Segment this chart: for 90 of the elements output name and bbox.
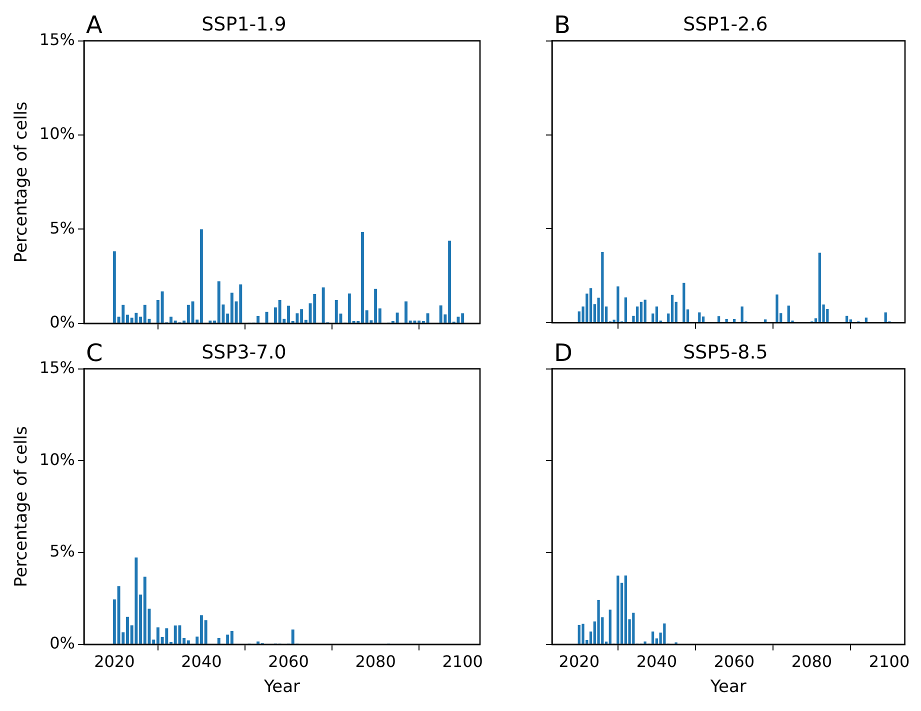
x-tick-label: 2060 <box>268 652 309 672</box>
bar <box>296 313 299 323</box>
bar <box>776 294 778 322</box>
bar <box>651 632 654 644</box>
bar <box>597 600 600 644</box>
y-tick-label: 10% <box>39 450 75 469</box>
x-tick-label: 2040 <box>636 652 678 672</box>
y-tick-label: 10% <box>39 124 75 144</box>
chart-title: SSP5-8.5 <box>683 341 768 364</box>
bar <box>608 610 612 644</box>
bar <box>439 305 442 323</box>
bar <box>717 316 720 322</box>
x-tick-label: 2020 <box>94 652 135 672</box>
bar <box>663 623 666 644</box>
x-tick-label: 2020 <box>558 652 600 672</box>
x-axis-title: Year <box>262 677 300 698</box>
bar <box>313 294 316 323</box>
bar <box>278 300 282 323</box>
text: B <box>554 11 570 40</box>
text: A <box>86 11 103 40</box>
bar <box>396 312 399 323</box>
bar <box>134 312 138 323</box>
x-tick-label: 2060 <box>714 652 755 672</box>
bar <box>143 304 146 323</box>
bar <box>334 300 338 323</box>
y-tick-label: 15% <box>39 30 75 49</box>
bar <box>582 624 584 644</box>
bar <box>655 306 658 322</box>
bar <box>322 287 325 323</box>
bar <box>725 318 728 322</box>
text: D <box>554 339 572 368</box>
bar <box>186 304 190 323</box>
bar <box>160 291 164 323</box>
bar <box>134 557 138 644</box>
bar <box>239 284 242 323</box>
bar <box>826 308 829 322</box>
bar <box>702 316 705 322</box>
y-tick-label: 15% <box>39 358 75 377</box>
y-tick-label: 5% <box>50 218 75 238</box>
x-tick-label: 2100 <box>442 652 483 672</box>
y-tick-label: 0% <box>50 634 75 653</box>
y-axis-title: Percentage of cells <box>12 101 32 263</box>
bar <box>174 625 177 644</box>
bar <box>217 281 220 323</box>
y-tick-label: 5% <box>50 542 75 561</box>
bar <box>682 282 686 322</box>
bar <box>589 288 592 322</box>
text: C <box>86 339 103 368</box>
bar <box>226 634 230 644</box>
bar <box>117 586 120 644</box>
bar <box>644 641 646 644</box>
bar <box>616 286 620 322</box>
bar <box>884 312 887 322</box>
bar <box>698 312 701 322</box>
bar <box>601 252 604 322</box>
x-tick-label: 2100 <box>868 652 910 672</box>
bar <box>200 229 203 323</box>
bar <box>461 313 464 323</box>
bar <box>818 252 821 322</box>
bar <box>845 316 848 322</box>
x-tick-label: 2040 <box>181 652 222 672</box>
bar <box>122 304 125 323</box>
bar <box>632 612 635 644</box>
bar <box>616 576 620 644</box>
bar <box>624 297 628 322</box>
bar <box>186 640 190 644</box>
bar <box>740 306 744 322</box>
bar <box>624 576 627 644</box>
x-tick-label: 2080 <box>355 652 396 672</box>
x-axis-title: Year <box>709 677 746 698</box>
bar <box>256 641 260 644</box>
y-tick-label: 0% <box>50 312 75 332</box>
bar <box>217 638 220 644</box>
x-tick-label: 2080 <box>791 652 832 672</box>
bar <box>178 625 182 644</box>
bar <box>864 318 868 322</box>
bar <box>670 294 674 322</box>
bar <box>787 306 790 322</box>
chart-title: SSP1-2.6 <box>683 13 768 36</box>
bar <box>426 313 430 323</box>
chart-title: SSP3-7.0 <box>202 341 286 364</box>
bar <box>230 630 234 644</box>
bar <box>143 576 146 644</box>
bar <box>165 628 168 644</box>
bar <box>578 624 580 644</box>
bar <box>644 300 646 322</box>
bar <box>291 630 294 644</box>
chart-title: SSP1-1.9 <box>202 13 286 36</box>
bar <box>640 302 643 322</box>
y-axis-title: Percentage of cells <box>12 426 32 588</box>
